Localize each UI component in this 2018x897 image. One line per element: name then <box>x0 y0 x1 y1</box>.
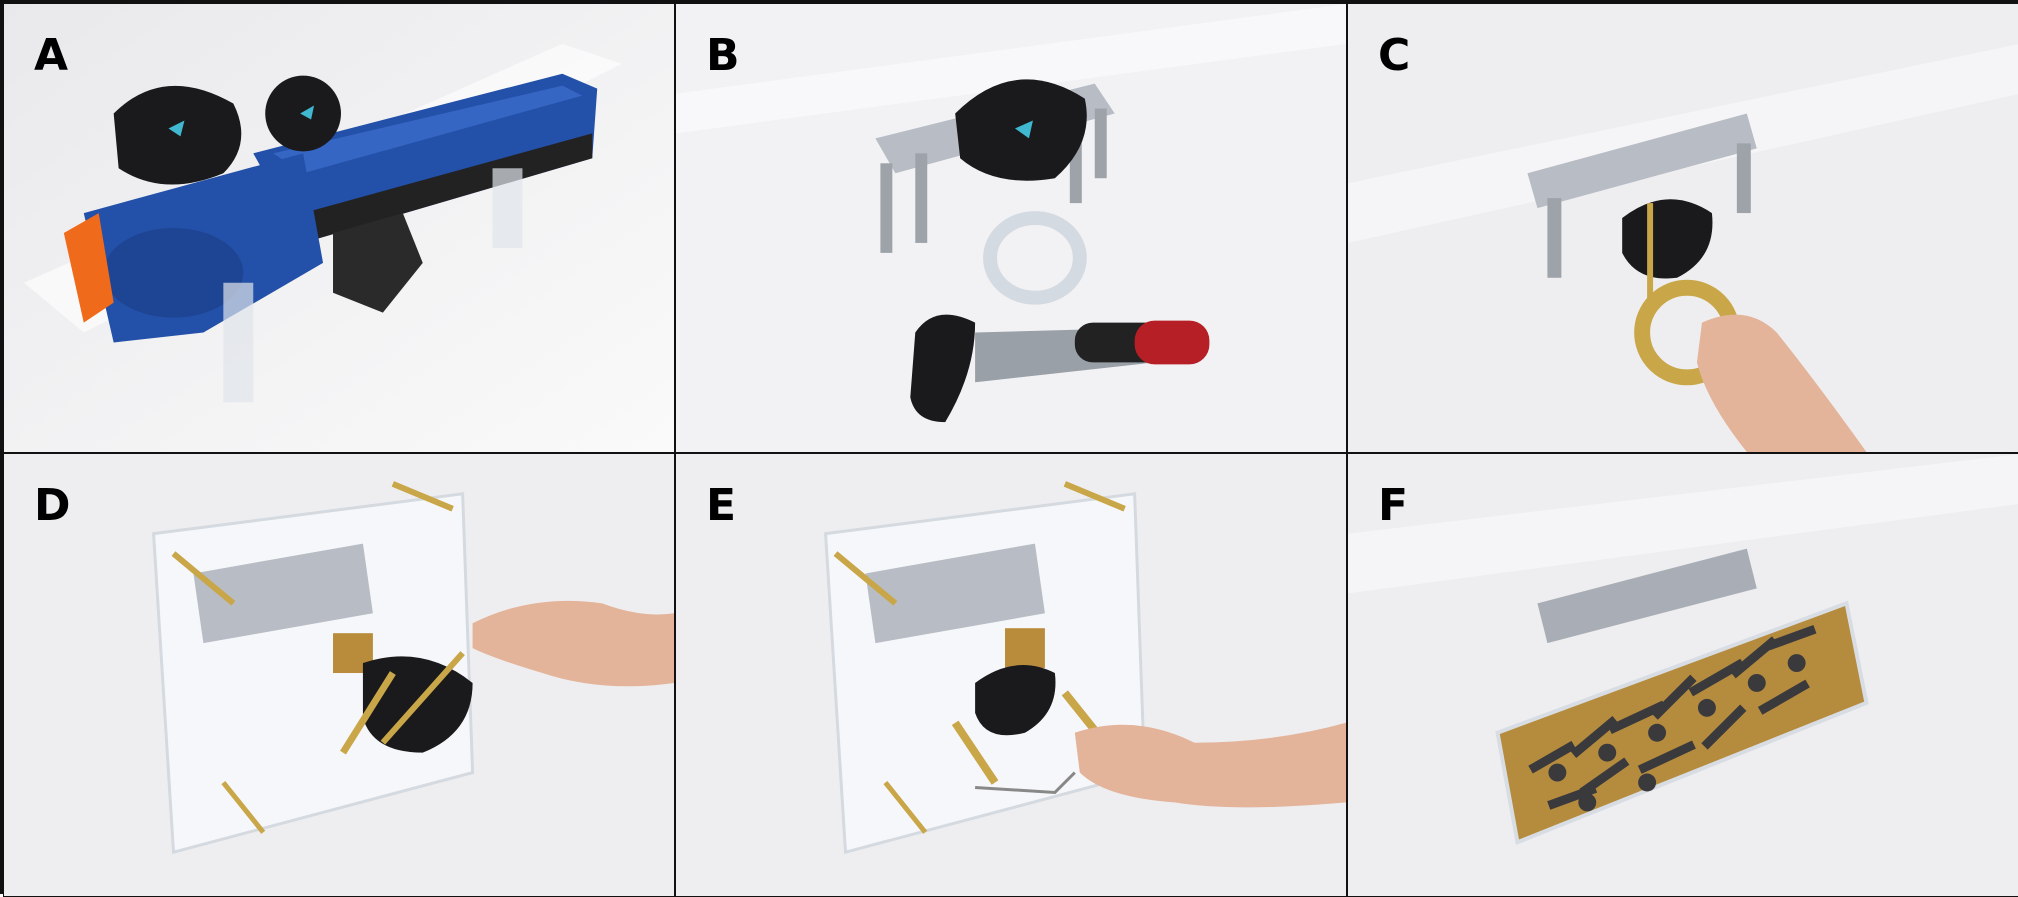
panel-d-label: D <box>34 480 71 531</box>
panel-b: B <box>675 3 1347 453</box>
panel-a-photo <box>4 4 674 452</box>
panel-e: E <box>675 453 1347 897</box>
vr-tracker <box>975 665 1056 736</box>
aluminum-bracket <box>1537 548 1757 644</box>
panel-c: C <box>1347 3 2018 453</box>
blaster-barrel <box>253 73 598 243</box>
grip-handle <box>910 314 1210 423</box>
vr-tracker-2 <box>265 75 341 152</box>
bolts-pile <box>1528 624 1817 812</box>
panel-e-label: E <box>706 480 737 531</box>
aluminum-bracket <box>1527 113 1757 209</box>
hand <box>1696 314 1867 452</box>
panel-e-photo <box>676 454 1346 896</box>
panel-f-photo <box>1348 454 2018 896</box>
vr-tracker-1 <box>113 85 242 185</box>
panel-a-label: A <box>34 30 69 81</box>
panel-c-label: C <box>1378 30 1411 81</box>
panel-a: A <box>3 3 675 453</box>
vr-tracker <box>955 79 1087 181</box>
blaster-muzzle <box>63 213 114 323</box>
panel-f: F <box>1347 453 2018 897</box>
panel-f-label: F <box>1378 480 1409 531</box>
blaster-grip <box>333 213 423 313</box>
acrylic-ring <box>983 211 1087 305</box>
hand <box>1074 722 1346 808</box>
panel-b-label: B <box>706 30 740 81</box>
hand <box>472 600 674 687</box>
crank-wire <box>975 771 1076 795</box>
panel-d-photo <box>4 454 674 896</box>
panel-d: D <box>3 453 675 897</box>
panel-c-photo <box>1348 4 2018 452</box>
vr-tracker <box>1622 199 1713 279</box>
panel-b-photo <box>676 4 1346 452</box>
